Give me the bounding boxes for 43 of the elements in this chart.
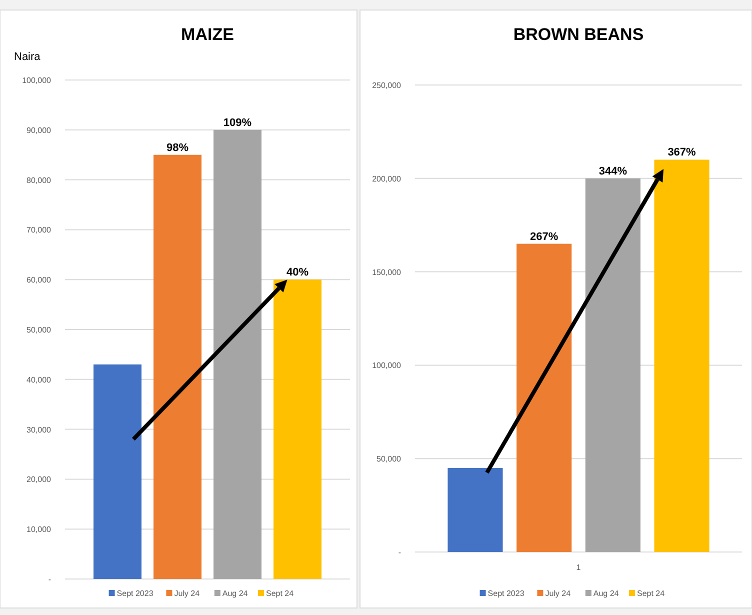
y-tick-label: 20,000 bbox=[26, 475, 52, 484]
y-tick-label: 50,000 bbox=[376, 454, 402, 464]
legend-label: Sept 2023 bbox=[488, 589, 525, 598]
legend-label: July 24 bbox=[545, 589, 572, 598]
y-tick-label: 200,000 bbox=[372, 174, 402, 184]
bar bbox=[154, 154, 202, 579]
chart-title: BROWN BEANS bbox=[513, 25, 644, 44]
bar bbox=[654, 160, 710, 552]
y-tick-label: 10,000 bbox=[26, 525, 52, 534]
legend-label: Sept 2023 bbox=[116, 589, 154, 598]
bar bbox=[585, 178, 640, 552]
y-tick-label: 30,000 bbox=[26, 425, 52, 434]
y-tick-label: 50,000 bbox=[26, 326, 52, 334]
y-tick-label: - bbox=[398, 548, 402, 557]
legend-label: Sept 24 bbox=[637, 589, 666, 598]
y-tick-label: 80,000 bbox=[26, 176, 52, 185]
y-tick-label: 100,000 bbox=[372, 361, 402, 370]
bar bbox=[214, 130, 262, 579]
y-tick-label: 40,000 bbox=[26, 375, 52, 384]
legend-label: Aug 24 bbox=[222, 589, 248, 598]
annotation: 98% bbox=[166, 142, 189, 154]
y-tick-label: 150,000 bbox=[372, 268, 402, 277]
legend-label: July 24 bbox=[174, 589, 200, 598]
y-tick-label: 70,000 bbox=[26, 226, 52, 235]
annotation: 109% bbox=[223, 116, 252, 129]
y-tick-label: - bbox=[48, 575, 52, 584]
chart-title: MAIZE bbox=[181, 25, 234, 44]
y-tick-label: 100,000 bbox=[22, 76, 52, 85]
y-tick-label: 90,000 bbox=[26, 126, 52, 135]
annotation: 344% bbox=[598, 165, 628, 178]
bar bbox=[448, 468, 503, 552]
legend-label: Sept 24 bbox=[266, 589, 294, 598]
annotation: 367% bbox=[668, 146, 696, 159]
x-tick-label: 1 bbox=[576, 563, 582, 572]
legend-label: Aug 24 bbox=[593, 589, 620, 598]
y-axis-title: Naira bbox=[14, 51, 42, 63]
bar bbox=[516, 244, 572, 552]
bar bbox=[94, 364, 142, 579]
bar bbox=[274, 280, 322, 579]
y-tick-label: 250,000 bbox=[372, 81, 402, 90]
annotation: 267% bbox=[530, 230, 558, 243]
annotation: 40% bbox=[286, 266, 309, 279]
y-tick-label: 60,000 bbox=[26, 276, 52, 285]
